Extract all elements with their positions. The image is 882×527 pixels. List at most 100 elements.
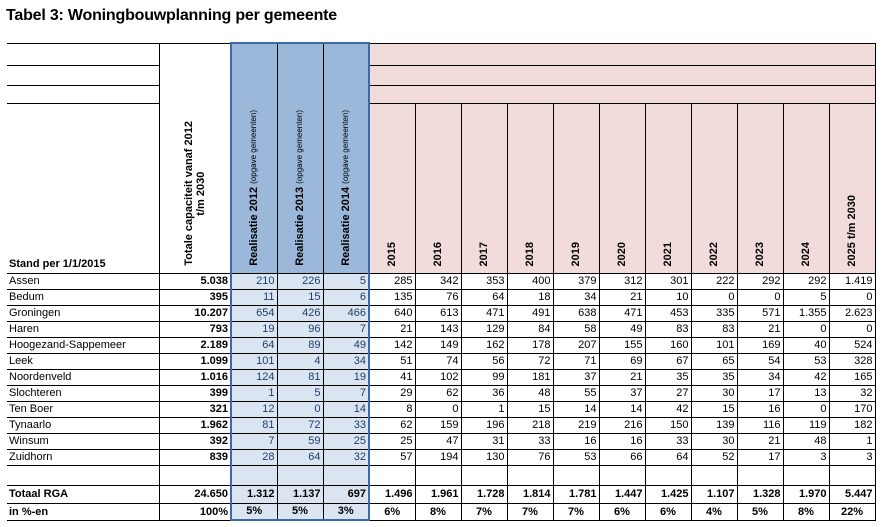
realisatie-value: 19 bbox=[230, 321, 278, 338]
year-header: 2017 bbox=[461, 103, 508, 274]
year-value: 34 bbox=[737, 369, 784, 386]
year-value: 169 bbox=[737, 337, 784, 354]
gemeente-name: Ten Boer bbox=[7, 401, 160, 418]
year-value: 182 bbox=[829, 417, 876, 434]
year-value: 150 bbox=[645, 417, 692, 434]
spacer-cell bbox=[230, 465, 278, 486]
year-value: 10 bbox=[645, 289, 692, 306]
table-row: Noordenveld 1.016 124 81 19 41 102 99 181 37 21 35 3… bbox=[7, 369, 876, 386]
year-value: 0 bbox=[783, 401, 830, 418]
year-value: 83 bbox=[645, 321, 692, 338]
table-row: Assen 5.038 210 226 5 285 342 353 400 379 312 301 22… bbox=[7, 273, 876, 290]
year-header: 2025 t/m 2030 bbox=[829, 103, 876, 274]
realisatie-value: 5% bbox=[230, 503, 278, 521]
year-value: 37 bbox=[599, 385, 646, 402]
year-label: 2019 bbox=[570, 242, 582, 267]
year-label: 2020 bbox=[616, 242, 628, 267]
year-value: 1.425 bbox=[645, 485, 692, 504]
year-value: 27 bbox=[645, 385, 692, 402]
year-value: 67 bbox=[645, 353, 692, 370]
year-value: 471 bbox=[461, 305, 508, 322]
pink-band bbox=[369, 64, 876, 86]
table-row: Hoogezand-Sappemeer 2.189 64 89 49 142 149 162 1… bbox=[7, 337, 876, 354]
year-value: 51 bbox=[369, 353, 416, 370]
stand-label: Stand per 1/1/2015 bbox=[7, 103, 160, 274]
year-value: 84 bbox=[507, 321, 554, 338]
year-value: 32 bbox=[829, 385, 876, 402]
total-capacity: 24.650 bbox=[159, 485, 232, 504]
gemeente-name: Assen bbox=[7, 273, 160, 290]
year-value: 76 bbox=[507, 449, 554, 466]
table-row: Zuidhorn 839 28 64 32 57 194 130 76 53 66 64 52 17 3 3 bbox=[7, 449, 876, 466]
year-value: 5 bbox=[783, 289, 830, 306]
year-value: 1.328 bbox=[737, 485, 784, 504]
year-value: 0 bbox=[829, 321, 876, 338]
year-value: 16 bbox=[599, 433, 646, 450]
realisatie-value: 59 bbox=[277, 433, 324, 450]
realisatie-value: 210 bbox=[230, 273, 278, 290]
year-value: 21 bbox=[737, 321, 784, 338]
realisatie-value: 11 bbox=[230, 289, 278, 306]
year-value: 1.447 bbox=[599, 485, 646, 504]
realisatie-note: (opgave gemeenten) bbox=[249, 109, 259, 184]
realisatie-value: 28 bbox=[230, 449, 278, 466]
year-value: 33 bbox=[507, 433, 554, 450]
year-value: 216 bbox=[599, 417, 646, 434]
realisatie-value: 426 bbox=[277, 305, 324, 322]
year-header: 2021 bbox=[645, 103, 692, 274]
year-value: 3 bbox=[829, 449, 876, 466]
year-value: 8% bbox=[783, 503, 830, 521]
spacer-cell bbox=[599, 465, 646, 486]
table-row: Winsum 392 7 59 25 25 47 31 33 16 16 33 30 21 48 1 bbox=[7, 433, 876, 450]
realisatie-value: 226 bbox=[277, 273, 324, 290]
year-value: 196 bbox=[461, 417, 508, 434]
year-value: 142 bbox=[369, 337, 416, 354]
gemeente-name: Tynaarlo bbox=[7, 417, 160, 434]
year-value: 72 bbox=[507, 353, 554, 370]
realisatie-header: Realisatie 2012 (opgave gemeenten) bbox=[230, 42, 278, 274]
total-capacity: 392 bbox=[159, 433, 232, 450]
year-value: 155 bbox=[599, 337, 646, 354]
gemeente-name: Bedum bbox=[7, 289, 160, 306]
realisatie-value: 7 bbox=[323, 385, 370, 402]
realisatie-value: 1 bbox=[230, 385, 278, 402]
year-value: 1.496 bbox=[369, 485, 416, 504]
total-capacity: 1.016 bbox=[159, 369, 232, 386]
realisatie-header: Realisatie 2014 (opgave gemeenten) bbox=[323, 42, 370, 274]
year-value: 25 bbox=[369, 433, 416, 450]
year-value: 40 bbox=[783, 337, 830, 354]
year-value: 0 bbox=[415, 401, 462, 418]
spacer-cell bbox=[691, 465, 738, 486]
year-value: 181 bbox=[507, 369, 554, 386]
year-label: 2015 bbox=[386, 242, 399, 267]
year-value: 7% bbox=[553, 503, 600, 521]
year-value: 130 bbox=[461, 449, 508, 466]
spacer-cell bbox=[737, 465, 784, 486]
year-value: 1.107 bbox=[691, 485, 738, 504]
year-value: 21 bbox=[599, 369, 646, 386]
realisatie-value: 697 bbox=[323, 485, 370, 504]
year-value: 71 bbox=[553, 353, 600, 370]
total-capacity: 1.099 bbox=[159, 353, 232, 370]
total-capacity: 5.038 bbox=[159, 273, 232, 290]
year-value: 48 bbox=[507, 385, 554, 402]
gemeente-name: Noordenveld bbox=[7, 369, 160, 386]
year-value: 74 bbox=[415, 353, 462, 370]
year-value: 1.728 bbox=[461, 485, 508, 504]
year-value: 66 bbox=[599, 449, 646, 466]
table-row: Bedum 395 11 15 6 135 76 64 18 34 21 10 0 0 5 0 bbox=[7, 289, 876, 306]
year-value: 0 bbox=[691, 289, 738, 306]
year-value: 21 bbox=[737, 433, 784, 450]
year-value: 52 bbox=[691, 449, 738, 466]
realisatie-value: 89 bbox=[277, 337, 324, 354]
year-value: 22% bbox=[829, 503, 876, 521]
gemeente-name: Slochteren bbox=[7, 385, 160, 402]
gemeente-name: Leek bbox=[7, 353, 160, 370]
year-header: 2020 bbox=[599, 103, 646, 274]
year-label: 2018 bbox=[524, 242, 536, 267]
gemeente-name: Zuidhorn bbox=[7, 449, 160, 466]
year-value: 53 bbox=[783, 353, 830, 370]
gemeente-name: Groningen bbox=[7, 305, 160, 322]
realisatie-value: 15 bbox=[277, 289, 324, 306]
year-value: 5.447 bbox=[829, 485, 876, 504]
